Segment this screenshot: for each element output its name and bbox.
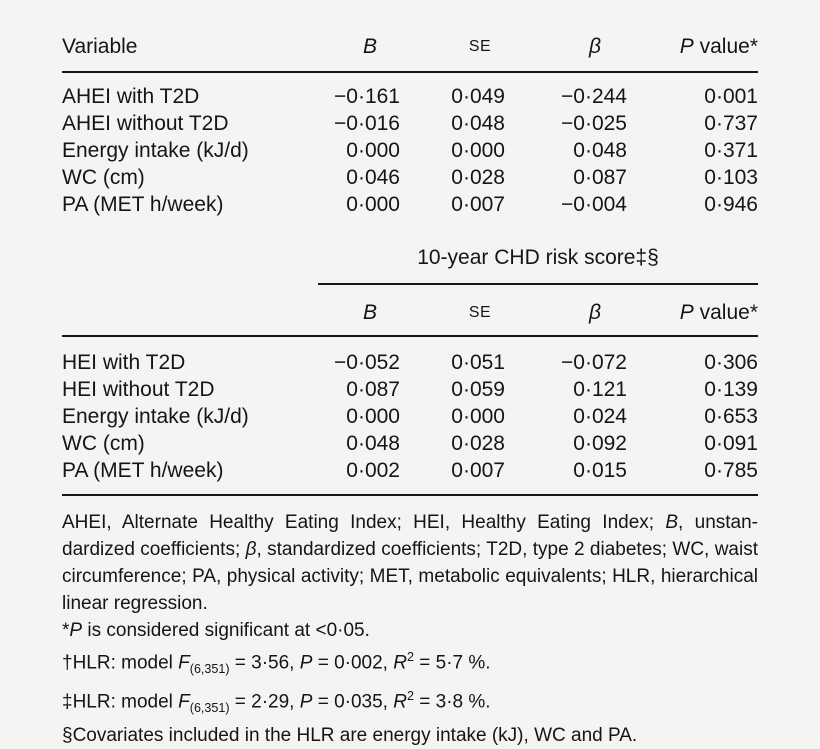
cell-p-value: 0·103: [704, 166, 758, 189]
cell-b: 0·000: [346, 405, 400, 428]
cell-beta: 0·092: [573, 432, 627, 455]
row-label: PA (MET h/week): [62, 459, 224, 482]
table-row: Energy intake (kJ/d) 0·000 0·000 0·024 0…: [62, 403, 758, 430]
column-header-beta: β: [505, 285, 627, 337]
table-row: AHEI with T2D −0·161 0·049 −0·244 0·001: [62, 72, 758, 110]
header-row: B SE β P value*: [62, 285, 758, 337]
column-header-p-value: P value*: [627, 285, 758, 337]
regression-table-top: Variable B SE β P value* AHEI with T2D −…: [62, 0, 758, 218]
cell-b: −0·161: [334, 85, 400, 108]
footnotes: AHEI, Alternate Healthy Eating Index; HE…: [62, 509, 758, 749]
cell-se: 0·007: [451, 459, 505, 482]
cell-se: 0·049: [451, 85, 505, 108]
table-row: HEI with T2D −0·052 0·051 −0·072 0·306: [62, 336, 758, 376]
cell-se: 0·000: [451, 139, 505, 162]
cell-b: 0·048: [346, 432, 400, 455]
footnote-significance: *P is considered significant at <0·05.: [62, 620, 370, 641]
cell-p-value: 0·785: [704, 459, 758, 482]
cell-p-value: 0·001: [704, 85, 758, 108]
cell-beta: 0·087: [573, 166, 627, 189]
cell-beta: −0·004: [561, 193, 627, 216]
cell-beta: −0·025: [561, 112, 627, 135]
row-label: AHEI with T2D: [62, 85, 200, 108]
row-label: Energy intake (kJ/d): [62, 139, 249, 162]
column-header-se: SE: [400, 285, 505, 337]
column-header-se: SE: [400, 0, 505, 73]
row-label: HEI with T2D: [62, 351, 186, 374]
header-row: Variable B SE β P value*: [62, 0, 758, 73]
cell-beta: −0·072: [561, 351, 627, 374]
cell-p-value: 0·653: [704, 405, 758, 428]
journal-table-figure: Variable B SE β P value* AHEI with T2D −…: [62, 0, 758, 746]
row-label: WC (cm): [62, 432, 145, 455]
table-content: Variable B SE β P value* AHEI with T2D −…: [62, 0, 758, 749]
column-header-beta: β: [505, 0, 627, 73]
cell-p-value: 0·737: [704, 112, 758, 135]
row-label: HEI without T2D: [62, 378, 215, 401]
column-header-empty: [62, 285, 325, 337]
cell-p-value: 0·139: [704, 378, 758, 401]
column-header-variable: Variable: [62, 0, 325, 73]
cell-beta: 0·015: [573, 459, 627, 482]
cell-se: 0·059: [451, 378, 505, 401]
cell-b: −0·016: [334, 112, 400, 135]
cell-beta: 0·024: [573, 405, 627, 428]
table-row: HEI without T2D 0·087 0·059 0·121 0·139: [62, 376, 758, 403]
cell-b: 0·000: [346, 193, 400, 216]
cell-p-value: 0·091: [704, 432, 758, 455]
table-row: AHEI without T2D −0·016 0·048 −0·025 0·7…: [62, 110, 758, 137]
regression-table-chd: B SE β P value* HEI with T2D −0·052 0·05…: [62, 285, 758, 496]
cell-se: 0·007: [451, 193, 505, 216]
column-header-b: B: [325, 285, 400, 337]
cell-beta: 0·048: [573, 139, 627, 162]
column-header-b: B: [325, 0, 400, 73]
cell-b: −0·052: [334, 351, 400, 374]
cell-p-value: 0·306: [704, 351, 758, 374]
footnote-model-dagger: †HLR: model F(6,351) = 3·56, P = 0·002, …: [62, 650, 491, 677]
cell-beta: −0·244: [561, 85, 627, 108]
cell-se: 0·028: [451, 166, 505, 189]
footnote-abbreviations: AHEI, Alternate Healthy Eating Index; HE…: [62, 512, 758, 614]
cell-b: 0·046: [346, 166, 400, 189]
footnote-model-double-dagger: ‡HLR: model F(6,351) = 2·29, P = 0·035, …: [62, 689, 491, 716]
spanner-chd-risk-score: 10-year CHD risk score‡§: [318, 244, 758, 285]
cell-se: 0·028: [451, 432, 505, 455]
cell-b: 0·002: [346, 459, 400, 482]
table-row: PA (MET h/week) 0·002 0·007 0·015 0·785: [62, 457, 758, 495]
cell-se: 0·048: [451, 112, 505, 135]
row-label: Energy intake (kJ/d): [62, 405, 249, 428]
cell-p-value: 0·946: [704, 193, 758, 216]
row-label: PA (MET h/week): [62, 193, 224, 216]
footnote-covariates: §Covariates included in the HLR are ener…: [62, 725, 638, 747]
cell-se: 0·000: [451, 405, 505, 428]
table-row: PA (MET h/week) 0·000 0·007 −0·004 0·946: [62, 191, 758, 218]
table-row: WC (cm) 0·048 0·028 0·092 0·091: [62, 430, 758, 457]
table-row: WC (cm) 0·046 0·028 0·087 0·103: [62, 164, 758, 191]
column-header-p-value: P value*: [627, 0, 758, 73]
table-row: Energy intake (kJ/d) 0·000 0·000 0·048 0…: [62, 137, 758, 164]
cell-b: 0·000: [346, 139, 400, 162]
cell-se: 0·051: [451, 351, 505, 374]
cell-b: 0·087: [346, 378, 400, 401]
cell-p-value: 0·371: [704, 139, 758, 162]
row-label: AHEI without T2D: [62, 112, 229, 135]
cell-beta: 0·121: [573, 378, 627, 401]
row-label: WC (cm): [62, 166, 145, 189]
